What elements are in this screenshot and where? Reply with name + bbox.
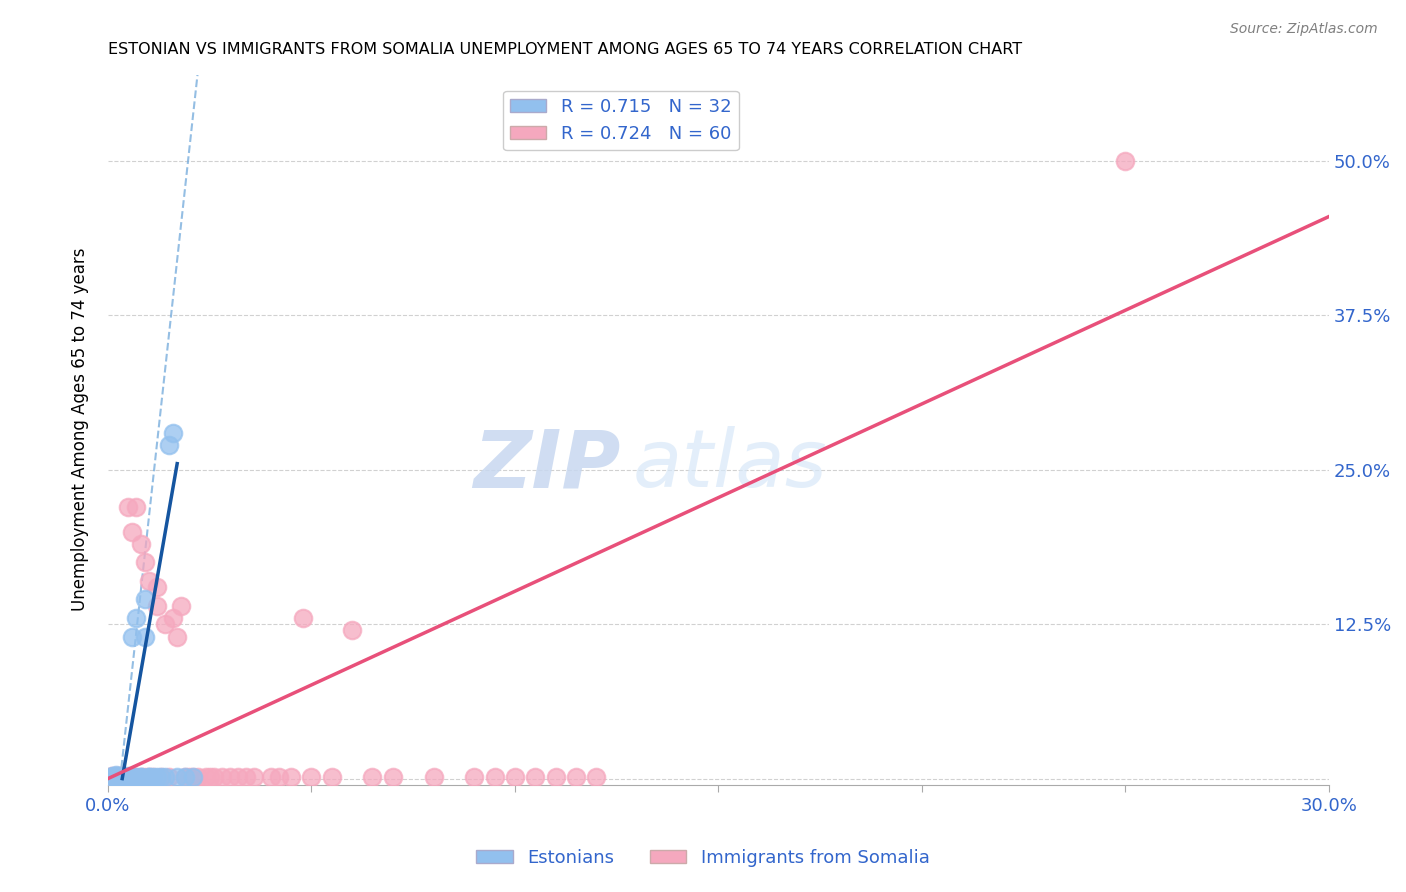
Point — [361, 770, 384, 784]
Point — [260, 770, 283, 784]
Point — [101, 770, 124, 784]
Point — [524, 770, 547, 784]
Point — [503, 770, 526, 784]
Text: Source: ZipAtlas.com: Source: ZipAtlas.com — [1230, 22, 1378, 37]
Point — [267, 770, 290, 784]
Point — [194, 770, 217, 784]
Point — [101, 770, 124, 784]
Point — [292, 611, 315, 625]
Point — [219, 770, 242, 784]
Point — [301, 770, 323, 784]
Point — [226, 770, 249, 784]
Point — [108, 770, 131, 784]
Point — [235, 770, 257, 784]
Point — [117, 769, 139, 783]
Point — [1114, 154, 1136, 169]
Text: ZIP: ZIP — [474, 426, 620, 504]
Point — [142, 770, 165, 784]
Point — [117, 770, 139, 784]
Point — [149, 770, 172, 784]
Point — [149, 770, 172, 784]
Point — [108, 769, 131, 783]
Point — [125, 770, 148, 784]
Point — [129, 537, 152, 551]
Point — [146, 580, 169, 594]
Point — [146, 599, 169, 613]
Text: atlas: atlas — [633, 426, 828, 504]
Point — [211, 770, 233, 784]
Point — [129, 770, 152, 784]
Point — [138, 770, 160, 784]
Point — [117, 770, 139, 784]
Point — [125, 611, 148, 625]
Point — [142, 770, 165, 784]
Point — [157, 770, 180, 784]
Point — [179, 770, 201, 784]
Point — [138, 574, 160, 588]
Point — [186, 770, 208, 784]
Point — [202, 770, 225, 784]
Point — [243, 770, 266, 784]
Point — [129, 770, 152, 784]
Point — [105, 770, 128, 784]
Point — [134, 630, 156, 644]
Point — [170, 599, 193, 613]
Point — [112, 770, 135, 784]
Point — [174, 770, 197, 784]
Point — [166, 630, 188, 644]
Text: ESTONIAN VS IMMIGRANTS FROM SOMALIA UNEMPLOYMENT AMONG AGES 65 TO 74 YEARS CORRE: ESTONIAN VS IMMIGRANTS FROM SOMALIA UNEM… — [108, 42, 1022, 57]
Point — [134, 592, 156, 607]
Point — [129, 770, 152, 784]
Point — [105, 769, 128, 783]
Point — [162, 611, 184, 625]
Legend: R = 0.715   N = 32, R = 0.724   N = 60: R = 0.715 N = 32, R = 0.724 N = 60 — [503, 91, 738, 150]
Point — [166, 770, 188, 784]
Point — [544, 770, 567, 784]
Point — [125, 500, 148, 514]
Point — [183, 770, 205, 784]
Point — [108, 770, 131, 784]
Point — [585, 770, 607, 784]
Point — [138, 770, 160, 784]
Point — [108, 770, 131, 784]
Point — [422, 770, 444, 784]
Point — [280, 770, 302, 784]
Point — [153, 770, 176, 784]
Point — [463, 770, 485, 784]
Point — [117, 770, 139, 784]
Point — [121, 770, 143, 784]
Point — [198, 770, 221, 784]
Point — [121, 524, 143, 539]
Point — [174, 770, 197, 784]
Point — [157, 438, 180, 452]
Point — [134, 770, 156, 784]
Point — [484, 770, 506, 784]
Point — [340, 624, 363, 638]
Point — [146, 770, 169, 784]
Point — [138, 770, 160, 784]
Legend: Estonians, Immigrants from Somalia: Estonians, Immigrants from Somalia — [470, 842, 936, 874]
Point — [321, 770, 343, 784]
Point — [121, 630, 143, 644]
Y-axis label: Unemployment Among Ages 65 to 74 years: Unemployment Among Ages 65 to 74 years — [72, 248, 89, 611]
Point — [108, 769, 131, 783]
Point — [105, 770, 128, 784]
Point — [101, 769, 124, 783]
Point — [112, 770, 135, 784]
Point — [112, 769, 135, 783]
Point — [108, 770, 131, 784]
Point — [153, 617, 176, 632]
Point — [112, 770, 135, 784]
Point — [101, 769, 124, 783]
Point — [105, 768, 128, 782]
Point — [105, 769, 128, 783]
Point — [162, 425, 184, 440]
Point — [183, 770, 205, 784]
Point — [134, 556, 156, 570]
Point — [565, 770, 588, 784]
Point — [381, 770, 404, 784]
Point — [121, 770, 143, 784]
Point — [117, 500, 139, 514]
Point — [125, 770, 148, 784]
